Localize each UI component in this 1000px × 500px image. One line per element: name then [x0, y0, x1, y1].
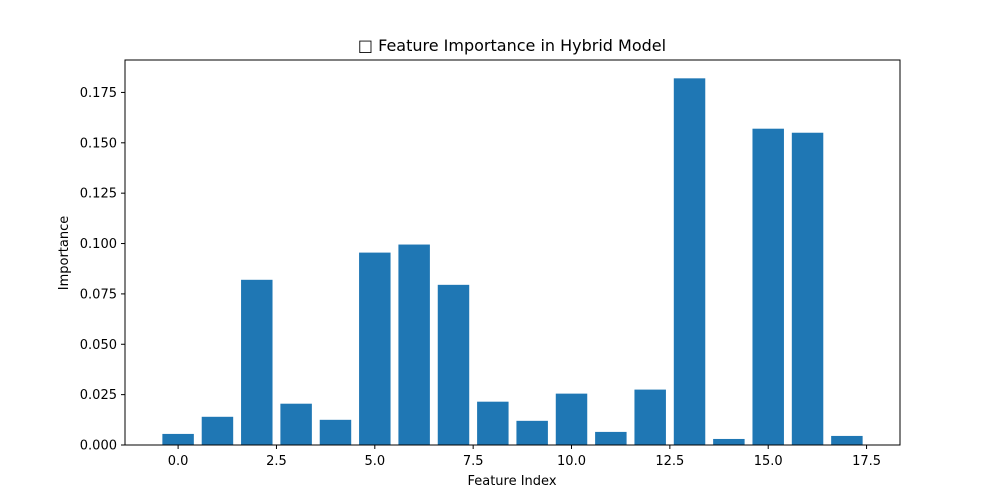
bar-feature-15 [752, 128, 784, 445]
x-tick-label: 17.5 [852, 454, 881, 469]
bar-feature-5 [359, 252, 391, 445]
y-tick-label: 0.075 [80, 287, 117, 302]
x-tick-label: 7.5 [463, 454, 484, 469]
x-tick-label: 2.5 [266, 454, 287, 469]
chart-title: □ Feature Importance in Hybrid Model [358, 36, 666, 55]
x-ticks-group: 0.0 2.5 5.0 7.5 10.0 12.5 15.0 17.5 [168, 445, 881, 469]
bar-feature-7 [437, 284, 470, 445]
y-tick-label: 0.150 [80, 136, 117, 151]
x-tick-label: 0.0 [168, 454, 189, 469]
bar-feature-1 [201, 416, 234, 445]
bar-feature-13 [673, 78, 706, 445]
bar-feature-10 [555, 393, 588, 445]
y-tick-label: 0.100 [80, 237, 117, 252]
bar-feature-16 [791, 132, 824, 445]
bar-feature-14 [713, 438, 745, 445]
bars-group [162, 78, 863, 445]
bar-feature-11 [595, 431, 627, 445]
bar-feature-6 [398, 244, 430, 445]
y-axis-label: Importance [57, 216, 72, 291]
y-ticks-group: 0.000 0.025 0.050 0.075 0.100 0.125 0.150 0.175 [80, 86, 125, 454]
y-tick-label: 0.125 [80, 187, 117, 202]
bar-feature-3 [280, 403, 312, 445]
x-tick-label: 15.0 [754, 454, 783, 469]
bar-feature-9 [516, 420, 548, 445]
x-axis-label: Feature Index [467, 474, 556, 489]
bar-feature-12 [634, 389, 666, 445]
x-tick-label: 12.5 [655, 454, 684, 469]
plot-frame [124, 59, 901, 446]
y-tick-label: 0.175 [80, 86, 117, 101]
y-tick-label: 0.000 [80, 439, 117, 454]
y-tick-label: 0.050 [80, 338, 117, 353]
bar-feature-4 [319, 419, 352, 445]
bar-feature-17 [831, 435, 863, 445]
x-tick-label: 10.0 [557, 454, 586, 469]
bar-feature-0 [162, 433, 194, 445]
bar-feature-8 [477, 401, 509, 445]
bar-feature-2 [241, 279, 273, 445]
x-tick-label: 5.0 [364, 454, 385, 469]
y-tick-label: 0.025 [80, 388, 117, 403]
